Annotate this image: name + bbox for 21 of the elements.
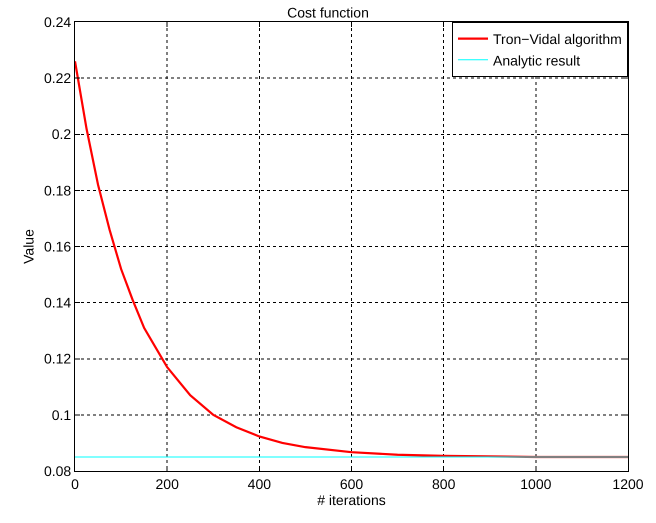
y-tick-label: 0.18 xyxy=(44,182,72,198)
y-tick-label: 0.1 xyxy=(52,406,72,423)
y-tick-label: 0.16 xyxy=(44,238,72,254)
y-tick-label: 0.14 xyxy=(44,294,72,311)
y-tick-label: 0.2 xyxy=(52,126,72,142)
y-tick-label: 0.24 xyxy=(44,14,72,30)
y-tick-label: 0.12 xyxy=(44,350,72,367)
x-tick-label: 400 xyxy=(248,476,272,492)
x-tick-label: 0 xyxy=(71,476,80,492)
x-axis-title: # iterations xyxy=(317,492,386,508)
legend-label: Tron−Vidal algorithm xyxy=(493,31,622,48)
legend-label: Analytic result xyxy=(493,52,580,68)
x-tick-label: 200 xyxy=(155,476,180,492)
x-tick-label: 1200 xyxy=(612,476,644,492)
x-tick-label: 600 xyxy=(340,476,364,492)
y-axis-title: Value xyxy=(20,228,37,264)
y-tick-label: 0.08 xyxy=(44,462,72,479)
x-tick-label: 800 xyxy=(432,476,456,492)
chart-title: Cost function xyxy=(287,4,369,21)
x-tick-label: 1000 xyxy=(520,476,552,492)
y-tick-label: 0.22 xyxy=(44,70,72,86)
